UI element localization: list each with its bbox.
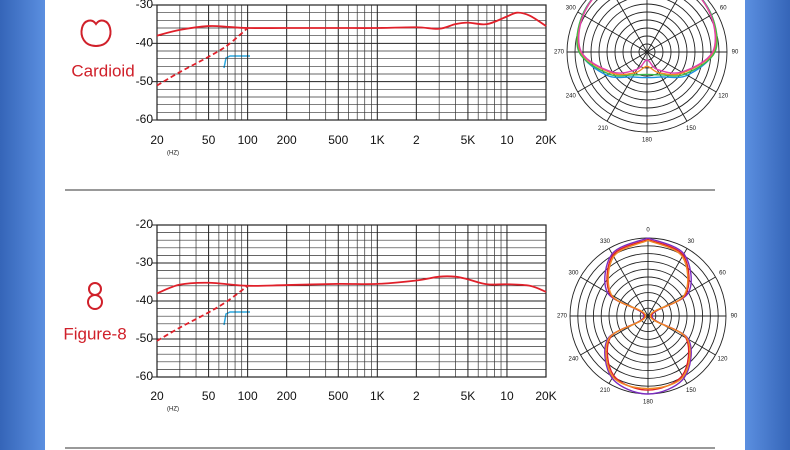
lowcut-symbol	[223, 311, 250, 326]
y-tick-label: -20	[136, 217, 154, 231]
y-tick-label: -60	[136, 369, 154, 383]
y-tick-label: -60	[136, 112, 154, 126]
grid-spoke	[646, 11, 717, 53]
angle-label: 120	[717, 357, 728, 363]
x-tick-label: 200	[277, 133, 297, 147]
angle-label: 60	[720, 6, 727, 12]
angle-label: 150	[686, 388, 697, 394]
response-line	[156, 285, 249, 342]
angle-label: 90	[732, 50, 739, 56]
grid-spoke	[608, 248, 649, 317]
grid-spoke	[608, 315, 649, 384]
x-tick-label: 5K	[461, 389, 476, 403]
angle-label: 240	[566, 94, 577, 100]
angle-label: 30	[688, 239, 695, 245]
x-tick-label: 100	[238, 389, 258, 403]
pattern-label: Cardioid	[71, 61, 134, 80]
x-tick-label: 5K	[461, 133, 476, 147]
angle-label: 270	[554, 50, 565, 56]
x-tick-label: 100	[238, 133, 258, 147]
angle-label: 180	[642, 138, 653, 144]
angle-label: 0	[646, 228, 650, 234]
grid-spoke	[646, 51, 688, 122]
x-tick-label: 500	[328, 133, 348, 147]
x-tick-label: 20K	[535, 133, 556, 147]
y-tick-label: -40	[136, 36, 154, 50]
angle-label: 180	[643, 400, 654, 406]
polar-pattern	[577, 0, 717, 74]
response-line	[156, 27, 249, 87]
y-tick-label: -30	[136, 255, 154, 269]
x-tick-label: 1K	[370, 133, 385, 147]
grid-spoke	[646, 0, 678, 53]
grid-spoke	[577, 11, 648, 53]
polar-pattern	[605, 239, 691, 390]
angle-label: 210	[598, 126, 609, 132]
angle-label: 300	[566, 6, 577, 12]
angle-label: 330	[600, 239, 611, 245]
x-tick-label: 500	[328, 389, 348, 403]
angle-label: 300	[569, 271, 580, 277]
x-tick-label: 20	[150, 389, 164, 403]
pattern-label: Figure-8	[63, 324, 126, 343]
x-axis-label: (HZ)	[167, 407, 179, 413]
x-axis-label: (HZ)	[167, 151, 179, 157]
figure8-icon	[87, 294, 103, 310]
cardioid-icon	[80, 19, 112, 48]
y-tick-label: -50	[136, 74, 154, 88]
y-tick-label: -40	[136, 293, 154, 307]
polar-pattern	[576, 0, 718, 77]
angle-label: 210	[600, 388, 611, 394]
x-tick-label: 10	[500, 389, 514, 403]
grid-spoke	[647, 248, 688, 317]
x-tick-label: 50	[202, 389, 216, 403]
y-tick-label: -50	[136, 331, 154, 345]
x-tick-label: 20	[150, 133, 164, 147]
x-tick-label: 2	[413, 133, 420, 147]
angle-label: 120	[718, 94, 729, 100]
response-line	[156, 275, 547, 295]
grid-spoke	[606, 51, 648, 122]
x-tick-label: 200	[277, 389, 297, 403]
x-tick-label: 50	[202, 133, 216, 147]
x-tick-label: 1K	[370, 389, 385, 403]
polar-pattern	[606, 238, 690, 391]
lowcut-symbol	[223, 55, 250, 69]
x-tick-label: 10	[500, 133, 514, 147]
angle-label: 90	[731, 314, 738, 320]
angle-label: 150	[686, 126, 697, 132]
grid-spoke	[616, 0, 648, 53]
grid-spoke	[647, 315, 688, 384]
x-tick-label: 20K	[535, 389, 556, 403]
angle-label: 270	[557, 314, 568, 320]
y-tick-label: -30	[136, 0, 154, 11]
polar-pattern	[604, 237, 692, 395]
angle-label: 240	[569, 357, 580, 363]
angle-label: 60	[719, 271, 726, 277]
x-tick-label: 2	[413, 389, 420, 403]
response-line	[156, 11, 547, 37]
